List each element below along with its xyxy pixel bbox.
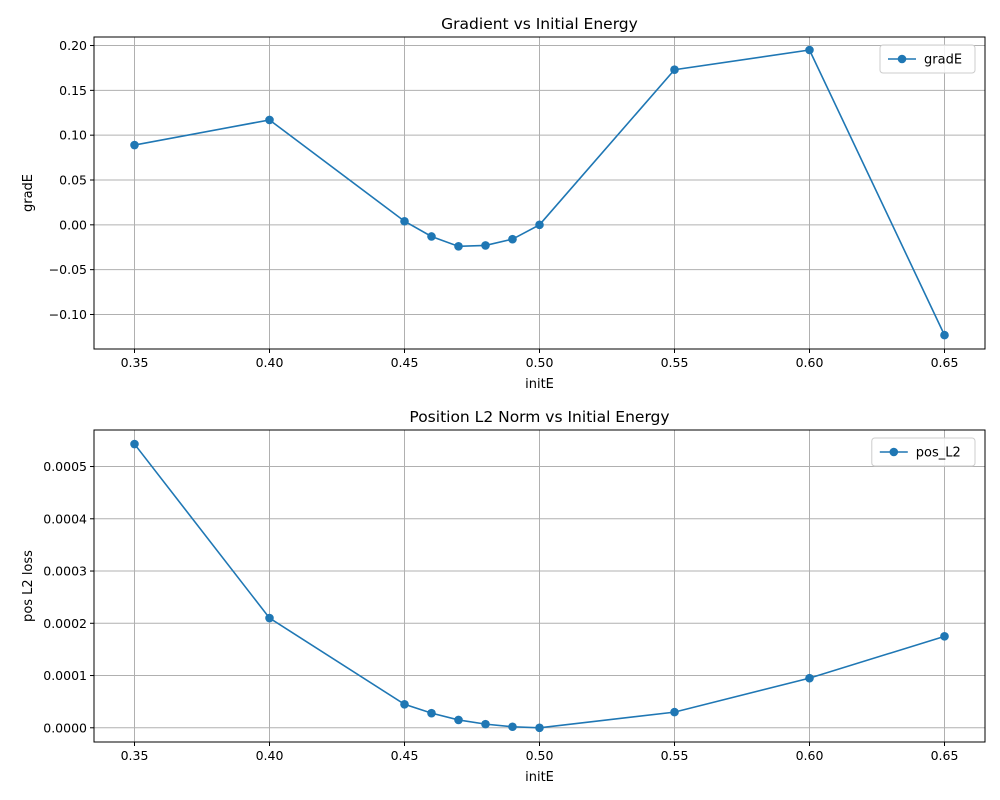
position-l2-y-tick-label: 0.0004 bbox=[43, 511, 87, 526]
gradient-data-point bbox=[805, 45, 814, 55]
gradient-chart-title: Gradient vs Initial Energy bbox=[441, 15, 638, 33]
gradient-y-tick-label: 0.05 bbox=[59, 173, 87, 188]
position-l2-data-point bbox=[805, 673, 814, 683]
gradient-y-tick-label: 0.20 bbox=[59, 38, 87, 53]
gradient-y-axis-label: gradE bbox=[21, 174, 36, 212]
position-l2-data-point bbox=[265, 613, 274, 623]
gradient-y-tick-label: −0.10 bbox=[49, 307, 87, 322]
position-l2-data-point bbox=[427, 708, 436, 718]
position-l2-x-tick-label: 0.60 bbox=[796, 748, 824, 763]
gradient-data-point bbox=[940, 330, 949, 340]
gradient-data-point bbox=[427, 232, 436, 241]
position-l2-y-tick-label: 0.0005 bbox=[43, 459, 87, 474]
position-l2-x-tick-label: 0.55 bbox=[661, 748, 689, 763]
position-l2-data-point bbox=[940, 632, 949, 641]
position-l2-y-axis-label: pos L2 loss bbox=[21, 550, 36, 622]
position-l2-x-tick-label: 0.65 bbox=[931, 748, 959, 763]
gradient-data-point bbox=[130, 140, 139, 150]
position-l2-chart-title: Position L2 Norm vs Initial Energy bbox=[409, 408, 669, 426]
gradient-y-tick-label: 0.10 bbox=[59, 128, 87, 143]
gradient-x-tick-label: 0.65 bbox=[931, 355, 959, 370]
gradient-y-tick-label: 0.00 bbox=[59, 217, 87, 232]
gradient-x-tick-label: 0.55 bbox=[661, 355, 689, 370]
gradient-legend: gradE bbox=[879, 44, 976, 74]
gradient-data-point bbox=[670, 65, 679, 75]
position-l2-data-point bbox=[670, 707, 679, 717]
position-l2-y-tick-label: 0.0000 bbox=[43, 720, 87, 735]
gradient-x-tick-label: 0.60 bbox=[796, 355, 824, 370]
gradient-x-axis-label: initE bbox=[525, 377, 554, 392]
gradient-chart: 0.35 0.40 0.45 0.50 0.55 0.60 0.65 −0.10 −0.05 0.… bbox=[21, 15, 986, 392]
position-l2-data-point bbox=[400, 699, 409, 709]
gradient-data-point bbox=[508, 234, 517, 244]
gradient-data-point bbox=[454, 242, 463, 251]
position-l2-x-tick-label: 0.45 bbox=[391, 748, 419, 763]
gradient-x-tick-label: 0.45 bbox=[391, 355, 419, 370]
position-l2-chart: 0.35 0.40 0.45 0.50 0.55 0.60 0.65 0.0000 0.0001… bbox=[21, 408, 986, 785]
position-l2-y-tick-label: 0.0001 bbox=[43, 668, 87, 683]
gradient-data-point bbox=[265, 115, 274, 125]
position-l2-x-tick-label: 0.35 bbox=[121, 748, 149, 763]
gradient-y-tick-label: −0.05 bbox=[49, 262, 87, 277]
position-l2-legend-label: pos_L2 bbox=[916, 446, 961, 461]
gradient-data-point bbox=[481, 241, 490, 250]
gradient-x-tick-label: 0.50 bbox=[526, 355, 554, 370]
position-l2-data-point bbox=[130, 439, 139, 449]
gradient-y-tick-label: 0.15 bbox=[59, 83, 87, 98]
position-l2-data-point bbox=[481, 719, 490, 729]
position-l2-y-tick-label: 0.0003 bbox=[43, 564, 87, 579]
position-l2-data-point bbox=[535, 723, 544, 733]
position-l2-x-tick-label: 0.40 bbox=[256, 748, 284, 763]
gradient-data-point bbox=[400, 216, 409, 226]
gradient-data-point bbox=[535, 220, 544, 230]
gradient-legend-label: gradE bbox=[924, 53, 962, 68]
position-l2-data-point bbox=[454, 715, 463, 725]
gradient-legend-box bbox=[879, 44, 976, 74]
position-l2-data-point bbox=[508, 722, 517, 732]
position-l2-x-axis-label: initE bbox=[525, 770, 554, 785]
gradient-x-tick-label: 0.40 bbox=[256, 355, 284, 370]
position-l2-legend-box bbox=[871, 437, 976, 467]
gradient-legend-marker-icon bbox=[897, 54, 907, 64]
gradient-x-tick-label: 0.35 bbox=[121, 355, 149, 370]
position-l2-legend-marker-icon bbox=[889, 447, 899, 457]
position-l2-legend: pos_L2 bbox=[871, 437, 976, 467]
position-l2-x-tick-label: 0.50 bbox=[526, 748, 554, 763]
position-l2-y-tick-label: 0.0002 bbox=[43, 616, 87, 631]
